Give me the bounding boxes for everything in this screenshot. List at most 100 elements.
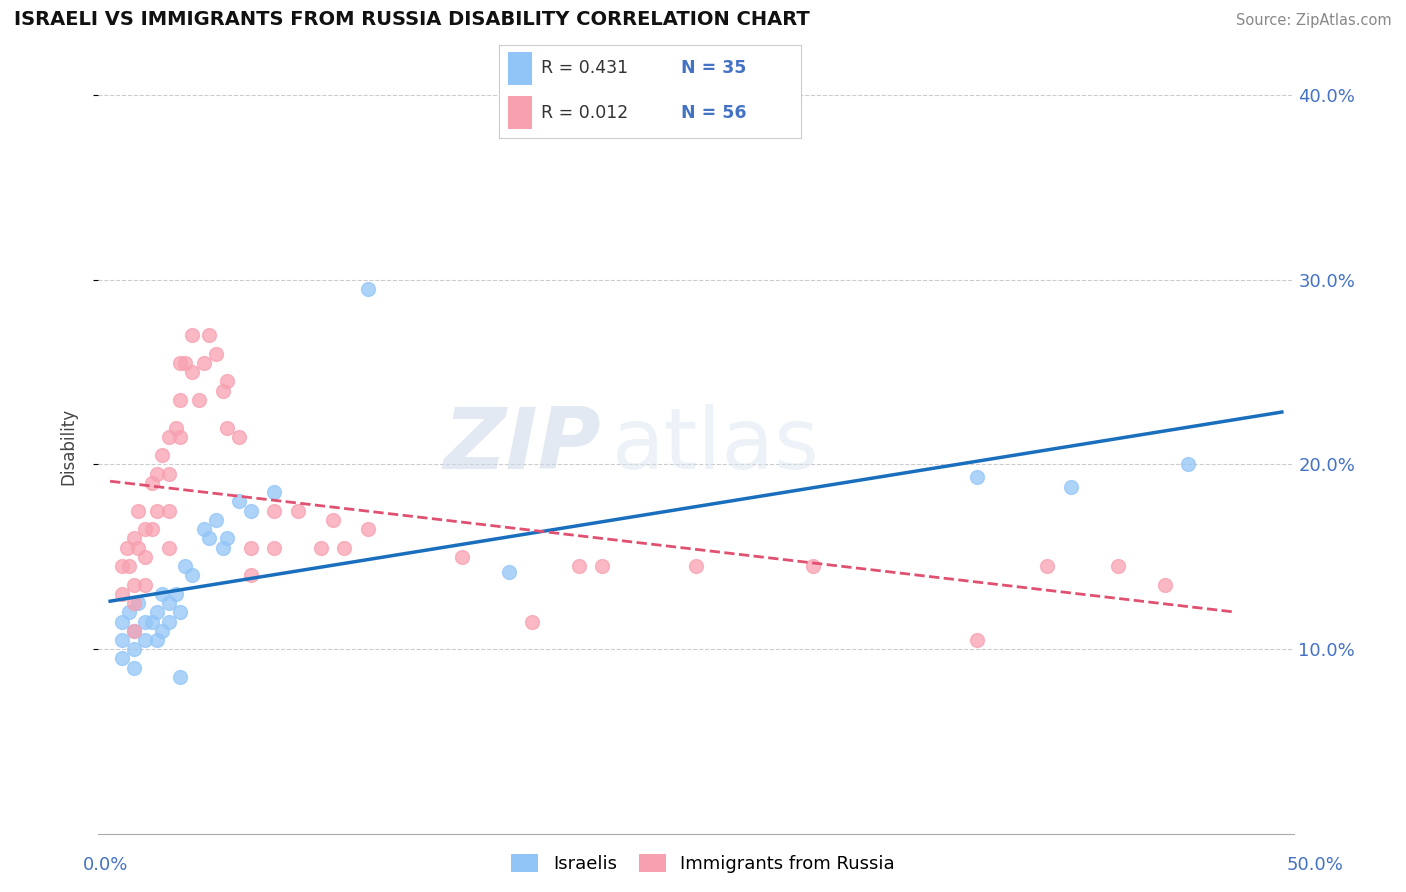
- Point: [150, 587, 173, 601]
- Point: [204, 513, 226, 527]
- Text: 0.0%: 0.0%: [83, 855, 128, 873]
- Point: [118, 605, 141, 619]
- Point: [498, 565, 520, 579]
- Point: [127, 541, 149, 555]
- Point: [263, 541, 285, 555]
- Point: [141, 615, 163, 629]
- Point: [197, 532, 219, 546]
- Point: [217, 532, 239, 546]
- Point: [211, 384, 233, 398]
- Point: [966, 470, 988, 484]
- Point: [127, 596, 149, 610]
- Text: R = 0.431: R = 0.431: [541, 60, 628, 78]
- Point: [685, 559, 707, 574]
- Point: [966, 633, 988, 648]
- Point: [520, 615, 543, 629]
- Point: [181, 568, 204, 582]
- Text: 50.0%: 50.0%: [1286, 855, 1343, 873]
- Point: [1177, 458, 1199, 472]
- Text: N = 35: N = 35: [681, 60, 745, 78]
- Point: [357, 522, 380, 536]
- Point: [239, 568, 262, 582]
- Point: [134, 549, 156, 564]
- Point: [127, 503, 149, 517]
- Point: [122, 642, 145, 657]
- Point: [1107, 559, 1129, 574]
- Point: [181, 365, 204, 379]
- Point: [1153, 577, 1175, 591]
- Point: [157, 615, 180, 629]
- Point: [309, 541, 332, 555]
- Point: [146, 467, 169, 481]
- Point: [157, 430, 180, 444]
- Point: [146, 605, 169, 619]
- Point: [122, 624, 145, 638]
- Point: [111, 633, 134, 648]
- Point: [111, 651, 134, 665]
- Point: [211, 541, 233, 555]
- Point: [333, 541, 356, 555]
- Point: [1036, 559, 1059, 574]
- Point: [134, 633, 156, 648]
- Point: [801, 559, 824, 574]
- Point: [188, 392, 211, 407]
- Point: [263, 503, 285, 517]
- Point: [157, 503, 180, 517]
- Point: [217, 420, 239, 434]
- Point: [150, 448, 173, 462]
- Point: [174, 559, 197, 574]
- Bar: [508, 52, 533, 85]
- Point: [169, 356, 191, 370]
- Point: [111, 615, 134, 629]
- Point: [263, 485, 285, 500]
- Point: [141, 522, 163, 536]
- Point: [169, 605, 191, 619]
- Point: [228, 430, 250, 444]
- Point: [169, 392, 191, 407]
- Point: [568, 559, 591, 574]
- Point: [122, 596, 145, 610]
- Text: Source: ZipAtlas.com: Source: ZipAtlas.com: [1236, 13, 1392, 28]
- Text: R = 0.012: R = 0.012: [541, 103, 628, 121]
- Point: [322, 513, 344, 527]
- Point: [287, 503, 309, 517]
- Point: [217, 374, 239, 388]
- Point: [122, 624, 145, 638]
- Point: [150, 624, 173, 638]
- Point: [181, 328, 204, 343]
- Point: [228, 494, 250, 508]
- Point: [118, 559, 141, 574]
- Point: [111, 559, 134, 574]
- Point: [197, 328, 219, 343]
- Point: [204, 346, 226, 360]
- Point: [357, 282, 380, 296]
- Point: [174, 356, 197, 370]
- Point: [146, 633, 169, 648]
- Point: [134, 522, 156, 536]
- Point: [157, 541, 180, 555]
- Point: [157, 596, 180, 610]
- Legend: Israelis, Immigrants from Russia: Israelis, Immigrants from Russia: [506, 848, 900, 879]
- Point: [157, 467, 180, 481]
- Point: [165, 587, 187, 601]
- Text: N = 56: N = 56: [681, 103, 747, 121]
- Point: [115, 541, 138, 555]
- Point: [169, 670, 191, 684]
- Point: [146, 503, 169, 517]
- Point: [111, 587, 134, 601]
- Point: [193, 522, 215, 536]
- Text: ZIP: ZIP: [443, 404, 600, 488]
- Point: [134, 577, 156, 591]
- Text: atlas: atlas: [613, 404, 820, 488]
- Point: [450, 549, 472, 564]
- Point: [591, 559, 613, 574]
- Point: [239, 541, 262, 555]
- Point: [239, 503, 262, 517]
- Point: [141, 475, 163, 490]
- Bar: [508, 96, 533, 129]
- Point: [169, 430, 191, 444]
- Point: [165, 420, 187, 434]
- Point: [1060, 480, 1083, 494]
- Point: [122, 577, 145, 591]
- Point: [193, 356, 215, 370]
